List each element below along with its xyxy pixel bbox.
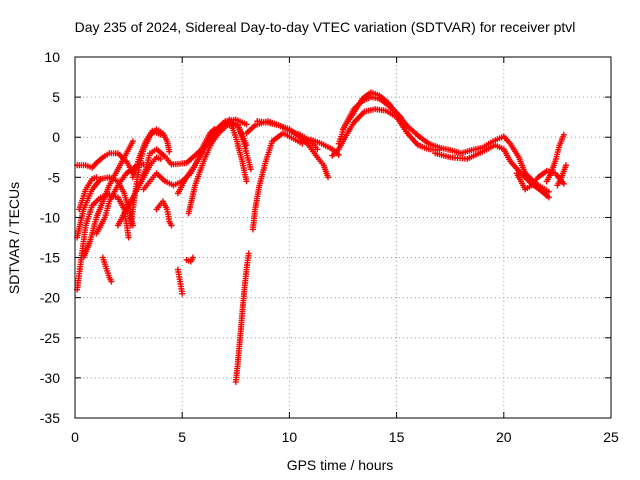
data-point-markers [226, 116, 250, 185]
series-arc-29 [432, 142, 552, 201]
y-tick-label: -30 [40, 370, 60, 386]
series-arc-18 [207, 122, 250, 149]
y-tick-label: -20 [40, 290, 60, 306]
data-point-markers [183, 254, 196, 265]
series-arc-13 [153, 198, 175, 229]
series-arc-14 [174, 266, 186, 297]
y-tick-label: 5 [52, 89, 60, 105]
data-point-markers [432, 142, 552, 201]
series-arc-07 [99, 254, 115, 285]
data-point-markers [129, 127, 164, 181]
data-points [74, 89, 569, 385]
y-tick-label: -35 [40, 410, 60, 426]
x-tick-label: 0 [71, 429, 79, 445]
x-axis-label: GPS time / hours [287, 457, 394, 473]
data-point-markers [232, 250, 252, 385]
data-point-markers [174, 266, 186, 297]
series-arc-27 [340, 94, 404, 133]
series-arc-19 [226, 116, 250, 185]
series-arc-15 [183, 254, 196, 265]
series-arc-26 [335, 89, 443, 151]
series-arc-32 [554, 162, 569, 189]
data-point-markers [99, 254, 115, 285]
y-tick-label: -25 [40, 330, 60, 346]
data-point-markers [554, 162, 569, 189]
x-tick-label: 20 [496, 429, 512, 445]
series-arc-04 [76, 174, 100, 213]
series-arc-20 [232, 250, 252, 385]
y-tick-label: 10 [44, 49, 60, 65]
data-point-markers [207, 122, 250, 149]
series-arc-05 [80, 138, 136, 261]
series-arc-25 [329, 106, 443, 159]
x-tick-label: 10 [282, 429, 298, 445]
x-tick-label: 25 [603, 429, 619, 445]
grid-lines [75, 57, 611, 418]
series-arc-10 [129, 127, 164, 181]
y-tick-label: 0 [52, 129, 60, 145]
series-arc-31 [543, 131, 567, 185]
axis-ticks: 0 5 10 15 20 25 10 5 0 -5 -10 -15 -20 -25 -30 -35 [40, 49, 619, 445]
y-axis-label: SDTVAR / TECUs [6, 182, 22, 294]
chart-title: Day 235 of 2024, Sidereal Day-to-day VTE… [75, 19, 576, 35]
x-tick-label: 15 [389, 429, 405, 445]
y-tick-label: -5 [48, 169, 61, 185]
data-point-markers [249, 130, 306, 233]
series-arc-21 [249, 130, 306, 233]
plot-frame [74, 56, 612, 419]
y-tick-label: -10 [40, 209, 60, 225]
data-point-markers [153, 198, 175, 229]
data-point-markers [76, 174, 100, 213]
data-point-markers [80, 138, 136, 261]
data-point-markers [335, 89, 443, 151]
data-point-markers [543, 131, 567, 185]
data-point-markers [340, 94, 404, 133]
x-tick-label: 5 [178, 429, 186, 445]
data-point-markers [329, 106, 443, 159]
y-tick-label: -15 [40, 250, 60, 266]
